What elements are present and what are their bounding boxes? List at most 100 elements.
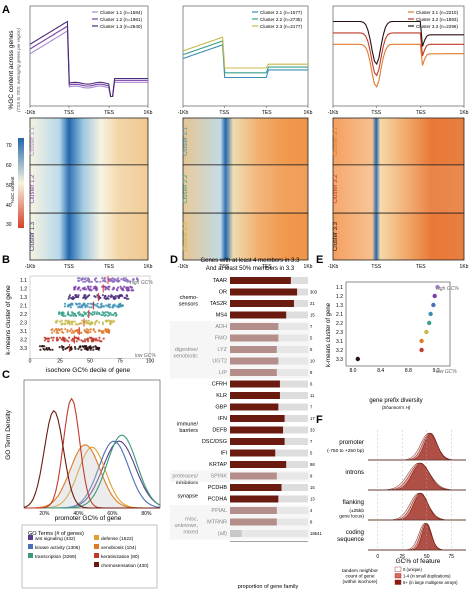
dot-cluster-1.3 <box>431 302 436 308</box>
swarm-point <box>82 340 85 343</box>
swarm-point <box>106 305 110 308</box>
swarm-point <box>90 336 93 339</box>
panel-b-beeswarm: 1.1 1.2 1.3 2.1 2.2 2.3 3.1 3.2 3.3 0 25 50 75 100 <box>20 275 154 365</box>
swarm-point <box>97 306 100 309</box>
swarm-point <box>84 306 87 309</box>
group-band <box>170 321 310 379</box>
swarm-point <box>77 323 80 326</box>
swarm-point <box>67 346 70 349</box>
swarm-point <box>96 339 99 342</box>
heat-axis-label: 1Kb <box>460 264 469 270</box>
bar-TAS2R <box>230 300 294 307</box>
bar-CFRH <box>230 380 280 388</box>
swarm-point <box>103 279 106 282</box>
swarm-point <box>74 336 78 339</box>
legend-entry: defense (1522) <box>101 536 134 542</box>
member-count: 7 <box>310 439 313 444</box>
x-tick-label: 20% <box>39 511 50 517</box>
swarm-point <box>91 302 94 305</box>
swarm-point <box>67 319 70 322</box>
swarm-point <box>94 345 97 348</box>
family-label: GBP <box>215 405 227 411</box>
heat-axis-label: TSS <box>64 264 74 270</box>
panel-e-dotplot: 1.1 1.2 1.3 2.1 2.2 2.3 3.1 3.2 3.3 8.0 8.4 8.8 9.2 <box>336 281 451 374</box>
swarm-point <box>79 345 82 348</box>
axis-tick-label: TES <box>262 110 272 116</box>
swarm-point <box>112 313 115 316</box>
swarm-point <box>109 320 112 323</box>
family-label: CFRH <box>212 382 227 388</box>
swarm-point <box>78 305 81 308</box>
swarm-point <box>55 331 58 334</box>
bar-IFI <box>230 449 276 457</box>
swarm-point <box>83 340 87 343</box>
row-label: 2.3 <box>336 330 343 336</box>
x-tick-label: 60% <box>107 511 118 517</box>
swarm-point <box>51 348 54 351</box>
bar-PCDHA <box>230 495 279 503</box>
swarm-point <box>90 306 93 309</box>
row-label: 1.3 <box>336 303 343 309</box>
panel-d-title-1: Genes with at least 4 members in 3.3 <box>200 258 300 264</box>
swarm-point <box>87 287 90 290</box>
swarm-point <box>93 323 97 326</box>
swarm-point <box>55 321 58 324</box>
swarm-point <box>74 329 77 333</box>
swarm-point <box>95 347 98 350</box>
heatmap-cluster-1-2 <box>29 164 149 214</box>
panel-a: %GC content across genes (TSS to TES; av… <box>6 5 469 270</box>
row-label: 3.2 <box>336 348 343 354</box>
panel-f-xlabel: GC% of feature <box>396 558 441 565</box>
swarm-point <box>109 312 112 315</box>
swarm-point <box>64 347 67 350</box>
swarm-point <box>60 323 63 326</box>
density-curve-4 <box>24 434 161 509</box>
legend-entry: wnt signaling (432) <box>35 536 76 542</box>
swarm-point <box>85 279 88 282</box>
panel-e-xlabel-sub: (Shannon's H) <box>382 405 411 410</box>
axis-tick-label: -1Kb <box>328 110 339 116</box>
swarm-point <box>72 312 75 315</box>
legend-swatch <box>394 566 402 572</box>
colorbar <box>18 138 24 228</box>
swarm-point <box>73 288 76 291</box>
legend-entry: xenobiosis (104) <box>101 545 137 551</box>
swarm-point <box>60 345 64 348</box>
swarm-point <box>104 295 107 298</box>
swarm-point <box>66 304 69 307</box>
swarm-point <box>118 305 121 308</box>
heatmap-cluster-1-1 <box>29 117 149 166</box>
swarm-point <box>43 345 46 348</box>
row-label: 1.1 <box>336 285 343 291</box>
swarm-point <box>78 277 81 280</box>
panel-e: k-means cluster of gene 1.1 1.2 1.3 2.1 2.2 2… <box>326 281 459 410</box>
axis-tick-label: TES <box>104 110 114 116</box>
swarm-point <box>114 312 117 315</box>
swarm-point <box>90 280 93 283</box>
swarm-point <box>91 313 94 316</box>
member-count: 7 <box>310 324 313 329</box>
legend-entry: Cluster 1.3 (n=2840) <box>100 24 142 29</box>
swarm-point <box>60 313 63 316</box>
heat-axis-label: -1Kb <box>178 264 189 270</box>
panel-letter-c: C <box>2 369 10 381</box>
swarm-point <box>64 314 67 317</box>
swarm-point <box>115 305 118 308</box>
swarm-point <box>71 338 74 341</box>
swarm-point <box>58 336 62 339</box>
panel-b: k-means cluster of gene 1.1 1.2 1.3 2.1 2.2 2… <box>5 275 156 374</box>
swarm-point <box>71 329 74 333</box>
family-label: OR <box>219 290 227 296</box>
swarm-point <box>110 313 113 316</box>
swarm-point <box>117 286 120 289</box>
row-label: 1.1 <box>20 278 27 284</box>
swarm-point <box>108 285 111 288</box>
panel-b-low-label: low GC% <box>135 353 156 359</box>
swarm-point <box>105 304 108 307</box>
bar-DEFB <box>230 426 284 434</box>
bar-KLR <box>230 392 280 399</box>
line-plot-frame <box>29 5 149 107</box>
plot-frame <box>29 275 151 359</box>
swarm-point <box>125 278 128 282</box>
swarm-point <box>98 312 101 315</box>
